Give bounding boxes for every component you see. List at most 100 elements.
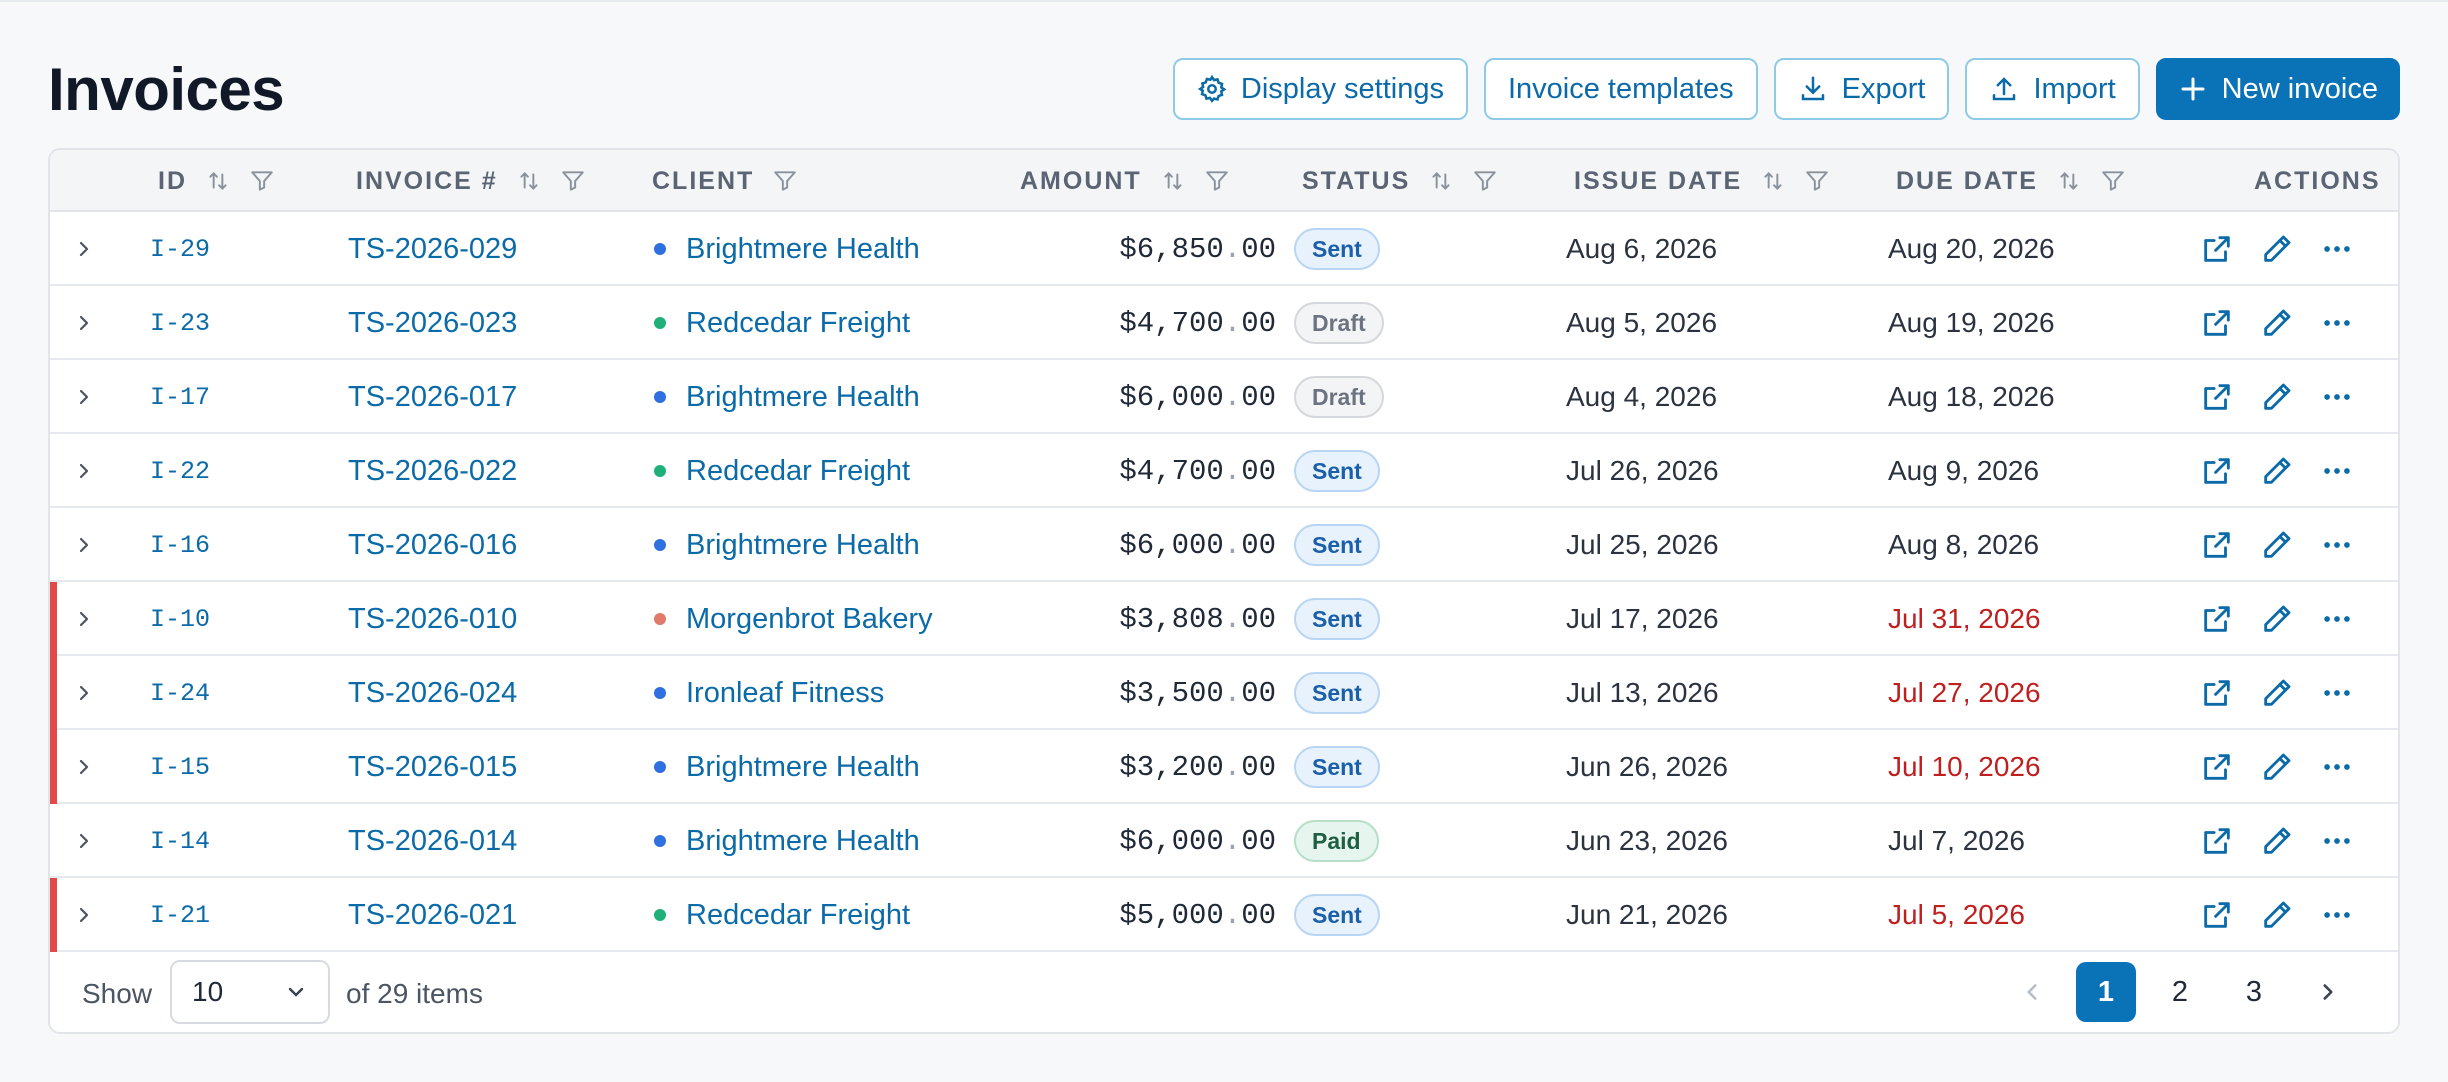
invoice-id[interactable]: I-29 bbox=[150, 234, 211, 264]
table-row[interactable]: I-16 TS-2026-016 Brightmere Health $6,000. 0… bbox=[50, 508, 2398, 582]
expand-row-button[interactable] bbox=[72, 212, 96, 286]
previous-page-button[interactable] bbox=[2002, 962, 2062, 1022]
table-row[interactable]: I-10 TS-2026-010 Morgenbrot Bakery $3,808. 0… bbox=[50, 582, 2398, 656]
edit-pencil-icon[interactable] bbox=[2260, 750, 2294, 784]
expand-row-button[interactable] bbox=[72, 878, 96, 952]
invoice-id[interactable]: I-23 bbox=[150, 308, 211, 338]
more-options-icon[interactable] bbox=[2320, 898, 2354, 932]
open-external-icon[interactable] bbox=[2200, 528, 2234, 562]
client-link[interactable]: Brightmere Health bbox=[686, 380, 920, 413]
invoice-number-link[interactable]: TS-2026-017 bbox=[348, 380, 518, 413]
expand-row-button[interactable] bbox=[72, 434, 96, 508]
edit-pencil-icon[interactable] bbox=[2260, 602, 2294, 636]
expand-row-button[interactable] bbox=[72, 804, 96, 878]
filter-icon[interactable] bbox=[1804, 168, 1830, 194]
sort-icon[interactable] bbox=[2056, 168, 2082, 194]
invoice-number-link[interactable]: TS-2026-023 bbox=[348, 306, 518, 339]
more-options-icon[interactable] bbox=[2320, 306, 2354, 340]
expand-row-button[interactable] bbox=[72, 582, 96, 656]
invoice-id[interactable]: I-24 bbox=[150, 678, 211, 708]
edit-pencil-icon[interactable] bbox=[2260, 898, 2294, 932]
expand-row-button[interactable] bbox=[72, 656, 96, 730]
invoice-number-link[interactable]: TS-2026-015 bbox=[348, 750, 518, 783]
expand-row-button[interactable] bbox=[72, 730, 96, 804]
sort-icon[interactable] bbox=[516, 168, 542, 194]
open-external-icon[interactable] bbox=[2200, 824, 2234, 858]
table-row[interactable]: I-21 TS-2026-021 Redcedar Freight $5,000. 00… bbox=[50, 878, 2398, 952]
new-invoice-button[interactable]: New invoice bbox=[2155, 58, 2400, 120]
sort-icon[interactable] bbox=[1428, 168, 1454, 194]
edit-pencil-icon[interactable] bbox=[2260, 454, 2294, 488]
filter-icon[interactable] bbox=[249, 168, 275, 194]
invoice-number-link[interactable]: TS-2026-016 bbox=[348, 528, 518, 561]
client-link[interactable]: Morgenbrot Bakery bbox=[686, 602, 933, 635]
display-settings-button[interactable]: Display settings bbox=[1172, 58, 1468, 120]
invoice-id[interactable]: I-16 bbox=[150, 530, 211, 560]
edit-pencil-icon[interactable] bbox=[2260, 232, 2294, 266]
open-external-icon[interactable] bbox=[2200, 454, 2234, 488]
page-button-3[interactable]: 3 bbox=[2245, 975, 2263, 1008]
filter-icon[interactable] bbox=[560, 168, 586, 194]
invoice-id[interactable]: I-22 bbox=[150, 456, 211, 486]
more-options-icon[interactable] bbox=[2320, 232, 2354, 266]
sort-icon[interactable] bbox=[1160, 168, 1186, 194]
client-link[interactable]: Redcedar Freight bbox=[686, 454, 911, 487]
client-link[interactable]: Ironleaf Fitness bbox=[686, 676, 885, 709]
invoice-templates-button[interactable]: Invoice templates bbox=[1483, 58, 1758, 120]
table-row[interactable]: I-23 TS-2026-023 Redcedar Freight $4,700. 00… bbox=[50, 286, 2398, 360]
more-options-icon[interactable] bbox=[2320, 380, 2354, 414]
invoice-id[interactable]: I-17 bbox=[150, 382, 211, 412]
open-external-icon[interactable] bbox=[2200, 602, 2234, 636]
invoice-id[interactable]: I-15 bbox=[150, 752, 211, 782]
invoice-id[interactable]: I-21 bbox=[150, 900, 211, 930]
next-page-button[interactable] bbox=[2298, 962, 2358, 1022]
filter-icon[interactable] bbox=[1472, 168, 1498, 194]
invoice-number-link[interactable]: TS-2026-021 bbox=[348, 898, 518, 931]
open-external-icon[interactable] bbox=[2200, 898, 2234, 932]
more-options-icon[interactable] bbox=[2320, 676, 2354, 710]
open-external-icon[interactable] bbox=[2200, 380, 2234, 414]
filter-icon[interactable] bbox=[2100, 168, 2126, 194]
export-button[interactable]: Export bbox=[1773, 58, 1950, 120]
edit-pencil-icon[interactable] bbox=[2260, 528, 2294, 562]
page-size-select[interactable]: 10 bbox=[170, 960, 330, 1024]
more-options-icon[interactable] bbox=[2320, 454, 2354, 488]
table-row[interactable]: I-29 TS-2026-029 Brightmere Health $6,850. 0… bbox=[50, 212, 2398, 286]
table-row[interactable]: I-14 TS-2026-014 Brightmere Health $6,000. 0… bbox=[50, 804, 2398, 878]
invoice-number-link[interactable]: TS-2026-022 bbox=[348, 454, 518, 487]
edit-pencil-icon[interactable] bbox=[2260, 380, 2294, 414]
table-row[interactable]: I-24 TS-2026-024 Ironleaf Fitness $3,500. 00… bbox=[50, 656, 2398, 730]
client-link[interactable]: Brightmere Health bbox=[686, 232, 920, 265]
open-external-icon[interactable] bbox=[2200, 306, 2234, 340]
client-link[interactable]: Redcedar Freight bbox=[686, 898, 911, 931]
open-external-icon[interactable] bbox=[2200, 750, 2234, 784]
invoice-id[interactable]: I-14 bbox=[150, 826, 211, 856]
invoice-number-link[interactable]: TS-2026-014 bbox=[348, 824, 518, 857]
more-options-icon[interactable] bbox=[2320, 528, 2354, 562]
expand-row-button[interactable] bbox=[72, 286, 96, 360]
client-link[interactable]: Brightmere Health bbox=[686, 528, 920, 561]
open-external-icon[interactable] bbox=[2200, 232, 2234, 266]
page-button-2[interactable]: 2 bbox=[2171, 975, 2189, 1008]
page-button-1[interactable]: 1 bbox=[2076, 962, 2136, 1022]
sort-icon[interactable] bbox=[1760, 168, 1786, 194]
import-button[interactable]: Import bbox=[1965, 58, 2140, 120]
edit-pencil-icon[interactable] bbox=[2260, 306, 2294, 340]
expand-row-button[interactable] bbox=[72, 508, 96, 582]
sort-icon[interactable] bbox=[205, 168, 231, 194]
filter-icon[interactable] bbox=[772, 168, 798, 194]
table-row[interactable]: I-17 TS-2026-017 Brightmere Health $6,000. 0… bbox=[50, 360, 2398, 434]
client-link[interactable]: Brightmere Health bbox=[686, 750, 920, 783]
invoice-number-link[interactable]: TS-2026-010 bbox=[348, 602, 518, 635]
invoice-number-link[interactable]: TS-2026-029 bbox=[348, 232, 518, 265]
table-row[interactable]: I-15 TS-2026-015 Brightmere Health $3,200. 0… bbox=[50, 730, 2398, 804]
more-options-icon[interactable] bbox=[2320, 602, 2354, 636]
client-link[interactable]: Brightmere Health bbox=[686, 824, 920, 857]
more-options-icon[interactable] bbox=[2320, 824, 2354, 858]
table-row[interactable]: I-22 TS-2026-022 Redcedar Freight $4,700. 00… bbox=[50, 434, 2398, 508]
open-external-icon[interactable] bbox=[2200, 676, 2234, 710]
invoice-id[interactable]: I-10 bbox=[150, 604, 211, 634]
invoice-number-link[interactable]: TS-2026-024 bbox=[348, 676, 518, 709]
filter-icon[interactable] bbox=[1204, 168, 1230, 194]
client-link[interactable]: Redcedar Freight bbox=[686, 306, 911, 339]
